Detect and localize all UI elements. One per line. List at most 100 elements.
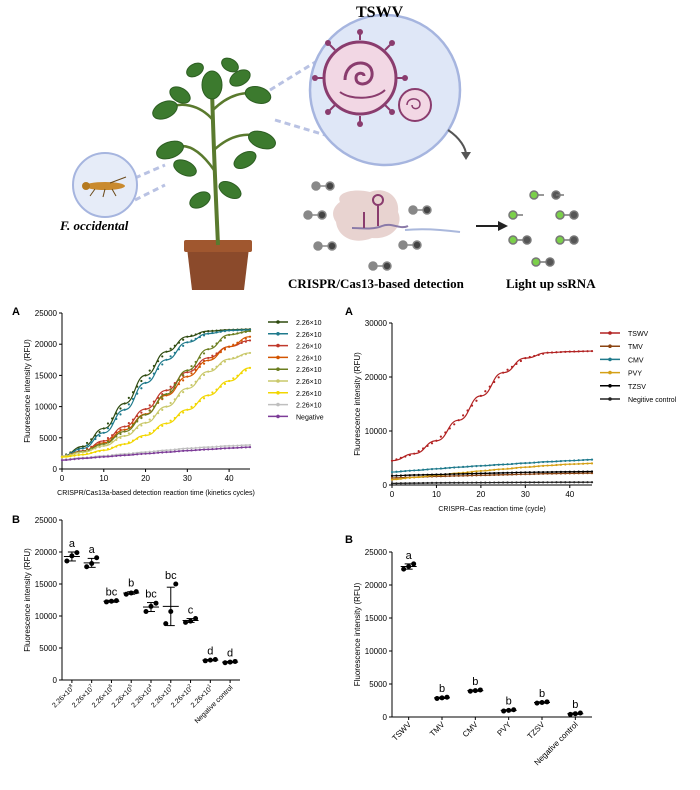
data-point xyxy=(194,446,197,450)
data-point xyxy=(484,390,487,393)
data-point xyxy=(422,481,425,485)
data-point xyxy=(435,439,438,442)
x-tick-label: 30 xyxy=(183,474,192,483)
data-point xyxy=(422,468,425,471)
data-point xyxy=(106,447,110,451)
legend-marker xyxy=(276,414,280,419)
data-point xyxy=(119,444,122,447)
data-point xyxy=(564,459,567,463)
data-point xyxy=(577,462,580,465)
data-point xyxy=(390,474,394,477)
significance-letter: a xyxy=(406,550,413,562)
data-point xyxy=(232,444,235,447)
data-point xyxy=(165,405,168,408)
data-point xyxy=(207,370,210,373)
data-point xyxy=(493,471,496,475)
data-point xyxy=(448,473,451,476)
data-point xyxy=(161,451,164,454)
data-point xyxy=(462,474,465,477)
data-point xyxy=(493,463,496,467)
data-point xyxy=(81,445,84,448)
data-point xyxy=(144,421,147,424)
data-point xyxy=(102,444,105,448)
data-point xyxy=(586,472,589,475)
significance-letter: b xyxy=(506,696,512,708)
data-point xyxy=(550,481,554,484)
data-point xyxy=(215,445,218,448)
data-point xyxy=(244,444,247,447)
data-point xyxy=(573,459,576,462)
data-point xyxy=(497,468,500,471)
panel-letter-top-right: A xyxy=(345,306,353,318)
legend-label: Negative xyxy=(296,414,324,421)
data-point xyxy=(127,427,130,430)
category-label-exponent: 5 xyxy=(127,683,133,689)
category-label: Negative control xyxy=(194,684,235,725)
data-point xyxy=(399,456,402,459)
data-point xyxy=(90,456,93,459)
lit-reporter-icon xyxy=(508,190,579,267)
legend-marker xyxy=(608,331,612,335)
data-point xyxy=(156,411,160,415)
data-point xyxy=(533,471,536,474)
data-point xyxy=(537,472,540,475)
data-point xyxy=(555,463,558,467)
data-point xyxy=(219,351,222,354)
y-tick-label: 10000 xyxy=(35,403,58,412)
data-point xyxy=(462,465,465,469)
data-point xyxy=(136,426,139,430)
data-point xyxy=(457,474,460,477)
data-point xyxy=(215,342,218,345)
data-point xyxy=(161,355,164,358)
data-point xyxy=(236,444,239,447)
data-point xyxy=(435,473,438,476)
data-point xyxy=(169,385,172,388)
data-point xyxy=(444,473,447,476)
data-point xyxy=(111,455,114,458)
chart-endpoint-concentration: 0 5000 10000 15000 20000 25000 Fluorescence in… xyxy=(23,516,240,725)
data-point xyxy=(148,450,151,453)
data-point xyxy=(426,473,429,476)
data-point xyxy=(186,447,189,450)
data-point xyxy=(510,365,514,368)
data-point xyxy=(404,469,407,473)
data-point xyxy=(510,473,514,476)
data-point xyxy=(119,413,122,416)
data-point xyxy=(152,364,156,368)
data-point xyxy=(395,470,398,473)
legend-label: 2.26×10 xyxy=(296,367,322,374)
data-point xyxy=(186,341,189,344)
legend-label: CMV xyxy=(628,357,644,364)
category-label-exponent: 8 xyxy=(68,683,74,689)
data-point xyxy=(506,471,509,474)
data-point xyxy=(533,481,536,484)
significance-letter: b xyxy=(472,676,478,688)
data-point xyxy=(169,355,172,358)
data-point xyxy=(564,472,567,475)
data-point xyxy=(542,472,545,475)
data-point xyxy=(411,561,417,567)
data-point xyxy=(488,473,491,477)
data-point xyxy=(94,437,97,441)
data-point xyxy=(426,468,429,471)
data-point xyxy=(190,449,193,452)
data-point xyxy=(577,472,580,475)
data-point xyxy=(186,408,189,411)
data-point xyxy=(136,437,139,440)
legend-label: 2.26×10 xyxy=(296,379,322,386)
data-point xyxy=(202,373,206,377)
category-label: TSWV xyxy=(390,720,413,743)
data-point xyxy=(555,472,558,475)
data-point xyxy=(462,414,465,417)
data-point xyxy=(186,335,189,338)
data-point xyxy=(240,444,243,447)
data-point xyxy=(457,481,460,484)
data-point xyxy=(153,600,159,606)
data-point xyxy=(223,382,227,385)
data-point xyxy=(577,350,580,353)
data-point xyxy=(537,465,540,468)
significance-letter: c xyxy=(188,605,194,617)
data-point xyxy=(123,434,126,438)
y-tick-label: 5000 xyxy=(369,680,387,689)
data-point xyxy=(211,368,214,371)
